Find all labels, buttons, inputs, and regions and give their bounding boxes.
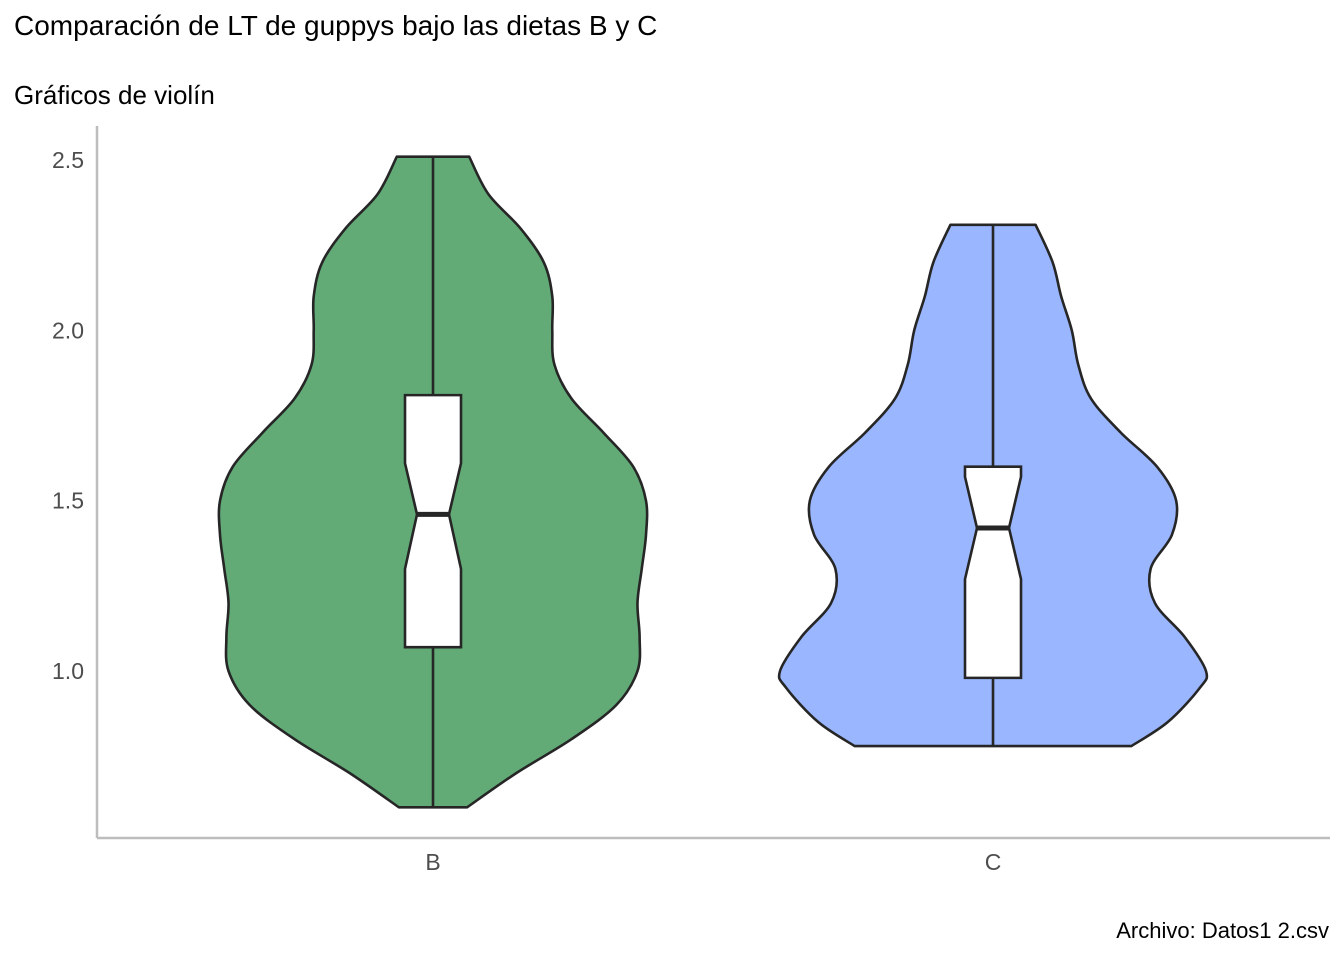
y-tick-label: 1.0 [52, 658, 84, 684]
y-tick-label: 2.0 [52, 317, 84, 343]
y-tick-label: 1.5 [52, 488, 84, 514]
violins-layer [217, 155, 1209, 809]
chart-title: Comparación de LT de guppys bajo las die… [14, 10, 658, 41]
violin-group-C [777, 223, 1209, 748]
chart-subtitle: Gráficos de violín [14, 80, 215, 110]
y-tick-label: 2.5 [52, 147, 84, 173]
boxplot-B [403, 393, 463, 649]
x-tick-label-C: C [985, 849, 1002, 875]
x-tick-label-B: B [425, 849, 440, 875]
chart-caption: Archivo: Datos1 2.csv [1116, 918, 1329, 943]
violin-group-B [217, 155, 649, 809]
y-ticks: 1.0 1.5 2.0 2.5 [52, 147, 84, 684]
boxplot-C [963, 465, 1023, 680]
